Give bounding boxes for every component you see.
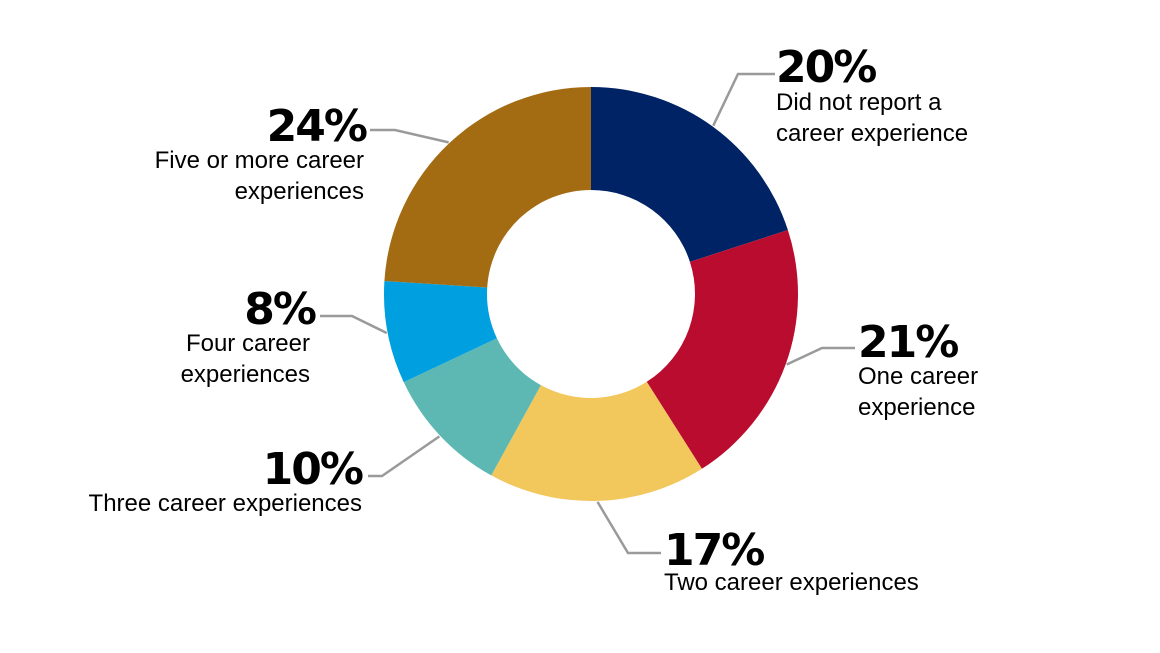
category-label-five-or-more-career-experiences: Five or more career experiences [155, 147, 364, 205]
leader-line-three-career-experiences [368, 435, 441, 478]
percent-label-one-career-experience: 21% [858, 317, 958, 368]
category-label-three-career-experiences: Three career experiences [89, 490, 362, 517]
category-label-four-career-experiences: Four career experiences [181, 330, 310, 388]
percent-label-four-career-experiences: 8% [244, 284, 316, 335]
slice-four-career-experiences [384, 281, 497, 383]
donut-slices [384, 87, 798, 501]
leader-line-five-or-more-career-experiences [370, 128, 449, 144]
slice-five-or-more-career-experiences [384, 87, 591, 288]
slice-one-career-experience [646, 230, 798, 469]
leader-line-two-career-experiences [596, 501, 661, 555]
category-label-did-not-report-a-career-experience: Did not report a career experience [776, 89, 968, 147]
leader-line-did-not-report-a-career-experience [712, 72, 775, 127]
slice-three-career-experiences [403, 338, 541, 476]
slice-two-career-experiences [491, 381, 702, 501]
percent-label-two-career-experiences: 17% [664, 525, 764, 576]
percent-label-three-career-experiences: 10% [263, 444, 363, 495]
leader-line-one-career-experience [786, 346, 855, 366]
leader-lines [320, 72, 855, 555]
percent-label-five-or-more-career-experiences: 24% [267, 101, 367, 152]
slice-labels: 20%Did not report a career experience 21%O… [89, 42, 979, 596]
category-label-one-career-experience: One career experience [858, 363, 978, 421]
leader-line-four-career-experiences [320, 314, 388, 335]
slice-did-not-report-a-career-experience [591, 87, 788, 262]
category-label-two-career-experiences: Two career experiences [664, 569, 919, 596]
percent-label-did-not-report-a-career-experience: 20% [776, 42, 876, 93]
